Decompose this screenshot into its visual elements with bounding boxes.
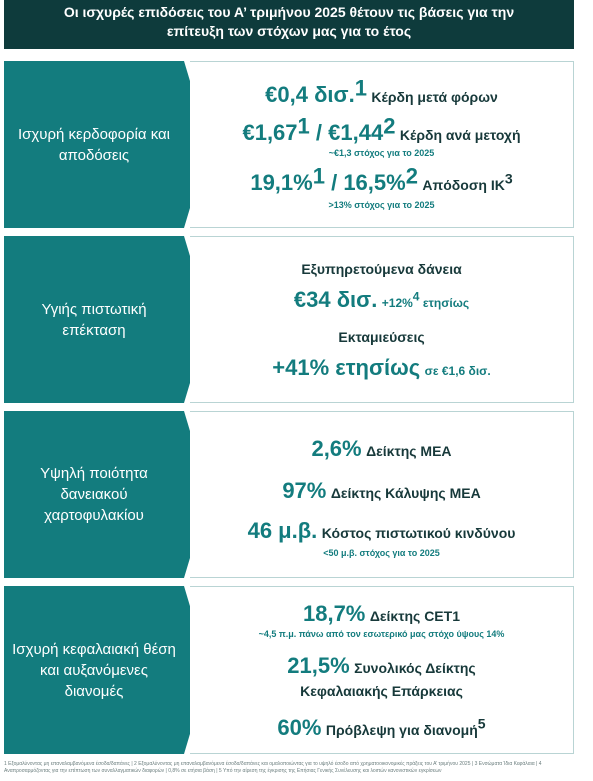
profit-value: €0,4 δισ. xyxy=(265,82,355,107)
section-capital: Ισχυρή κεφαλαιακή θέση και αυξανόμενες δ… xyxy=(4,586,574,754)
profit-after-tax-line: €0,4 δισ.1 Κέρδη μετά φόρων xyxy=(190,77,573,108)
rote-separator: / xyxy=(324,170,344,195)
rote-value-2: 16,5% xyxy=(343,170,406,195)
section-band: Υψηλή ποιότητα δανειακού χαρτοφυλακίου xyxy=(4,411,209,578)
performing-loans-line: €34 δισ. +12%4 ετησίως xyxy=(190,287,573,313)
eps-label: Κέρδη ανά μετοχή xyxy=(399,127,521,143)
footnote-ref: 4 xyxy=(412,289,420,304)
section-asset-quality: Υψηλή ποιότητα δανειακού χαρτοφυλακίου 2… xyxy=(4,411,574,578)
footnote-ref: 1 xyxy=(354,75,367,101)
eps-target-note: ~€1,3 στόχος για το 2025 xyxy=(328,148,435,158)
eps-separator: / xyxy=(309,120,329,145)
disbursements-amount: σε €1,6 δισ. xyxy=(424,364,491,378)
eps-value-1: €1,67 xyxy=(242,120,298,145)
tcr-label-line-2: Κεφαλαιακής Επάρκειας xyxy=(300,683,463,699)
footnote-ref: 3 xyxy=(504,170,513,187)
cet1-line: 18,7% Δείκτης CET1 xyxy=(190,601,573,627)
disbursements-line: +41% ετησίως σε €1,6 δισ. xyxy=(190,355,573,381)
performing-loans-title: Εξυπηρετούμενα δάνεια xyxy=(301,261,462,277)
section-label: Υγιής πιστωτική επέκταση xyxy=(41,300,147,339)
header-line-1: Οι ισχυρές επιδόσεις του Α’ τριμήνου 202… xyxy=(63,4,515,20)
rote-line: 19,1%1 / 16,5%2 Απόδοση ΙΚ3 xyxy=(190,165,573,196)
tcr-label: Συνολικός Δείκτης xyxy=(354,660,476,676)
rote-label: Απόδοση ΙΚ xyxy=(422,177,505,193)
footnote-line-2: Αναπροσαρμόζοντας για την επίπτωση των σ… xyxy=(4,768,442,774)
disbursements-title: Εκταμιεύσεις xyxy=(338,329,425,345)
cor-label: Κόστος πιστωτικού κινδύνου xyxy=(321,525,516,541)
section-panel: €0,4 δισ.1 Κέρδη μετά φόρων €1,671 / €1,… xyxy=(190,61,574,228)
coverage-label: Δείκτης Κάλυψης ΜΕΑ xyxy=(330,485,481,501)
npe-ratio-line: 2,6% Δείκτης ΜΕΑ xyxy=(190,436,573,462)
distribution-label: Πρόβλεψη για διανομή xyxy=(325,722,478,738)
rote-target-note: >13% στόχος για το 2025 xyxy=(328,200,435,210)
total-capital-line: 21,5% Συνολικός Δείκτης xyxy=(190,653,573,679)
header-line-2: επίτευξη των στόχων μας για το έτος xyxy=(166,23,412,39)
distribution-line: 60% Πρόβλεψη για διανομή5 xyxy=(190,715,573,741)
distribution-value: 60% xyxy=(277,715,322,740)
rote-value-1: 19,1% xyxy=(250,170,313,195)
eps-line: €1,671 / €1,442 Κέρδη ανά μετοχή xyxy=(190,115,573,146)
loans-growth-tail: ετησίως xyxy=(419,296,470,310)
page-header: Οι ισχυρές επιδόσεις του Α’ τριμήνου 202… xyxy=(4,0,574,49)
profit-label: Κέρδη μετά φόρων xyxy=(371,89,498,105)
section-label: Ισχυρή κερδοφορία και αποδόσεις xyxy=(17,125,171,164)
footnote-ref: 1 xyxy=(297,113,310,139)
section-band: Ισχυρή κερδοφορία και αποδόσεις xyxy=(4,61,209,228)
section-panel: 2,6% Δείκτης ΜΕΑ 97% Δείκτης Κάλυψης ΜΕΑ… xyxy=(190,411,574,578)
cet1-label: Δείκτης CET1 xyxy=(369,608,460,624)
footnote-ref: 1 xyxy=(312,163,325,189)
section-credit-expansion: Υγιής πιστωτική επέκταση Εξυπηρετούμενα … xyxy=(4,236,574,403)
eps-value-2: €1,44 xyxy=(328,120,384,145)
section-panel: 18,7% Δείκτης CET1 ~4,5 π.μ. πάνω από το… xyxy=(190,586,574,754)
footnote-ref: 2 xyxy=(405,163,418,189)
cet1-value: 18,7% xyxy=(302,601,366,626)
npe-coverage-line: 97% Δείκτης Κάλυψης ΜΕΑ xyxy=(190,478,573,504)
footnote-ref: 5 xyxy=(477,715,486,732)
cor-target-note: <50 μ.β. στόχος για το 2025 xyxy=(323,548,440,558)
npe-label: Δείκτης ΜΕΑ xyxy=(366,443,452,459)
cet1-note: ~4,5 π.μ. πάνω από τον εσωτερικό μας στό… xyxy=(258,629,505,639)
footnote-line-1: 1 Εξομαλύνοντας μη επαναλαμβανόμενα έσοδ… xyxy=(4,761,542,767)
section-label: Ισχυρή κεφαλαιακή θέση και αυξανόμενες δ… xyxy=(12,640,176,700)
loans-growth: +12% xyxy=(381,296,413,310)
coverage-value: 97% xyxy=(282,478,327,503)
cost-of-risk-line: 46 μ.β. Κόστος πιστωτικού κινδύνου xyxy=(190,518,573,544)
section-panel: Εξυπηρετούμενα δάνεια €34 δισ. +12%4 ετη… xyxy=(190,236,574,403)
section-band: Ισχυρή κεφαλαιακή θέση και αυξανόμενες δ… xyxy=(4,586,209,754)
footnote-ref: 2 xyxy=(383,113,396,139)
section-profitability: Ισχυρή κερδοφορία και αποδόσεις €0,4 δισ… xyxy=(4,61,574,228)
cor-value: 46 μ.β. xyxy=(247,518,318,543)
disbursements-growth: +41% ετησίως xyxy=(272,355,421,380)
npe-value: 2,6% xyxy=(311,436,362,461)
section-band: Υγιής πιστωτική επέκταση xyxy=(4,236,209,403)
tcr-value: 21,5% xyxy=(287,653,350,678)
section-label: Υψηλή ποιότητα δανειακού χαρτοφυλακίου xyxy=(40,465,148,524)
footnotes: 1 Εξομαλύνοντας μη επαναλαμβανόμενα έσοδ… xyxy=(4,761,574,775)
loans-value: €34 δισ. xyxy=(293,287,378,312)
